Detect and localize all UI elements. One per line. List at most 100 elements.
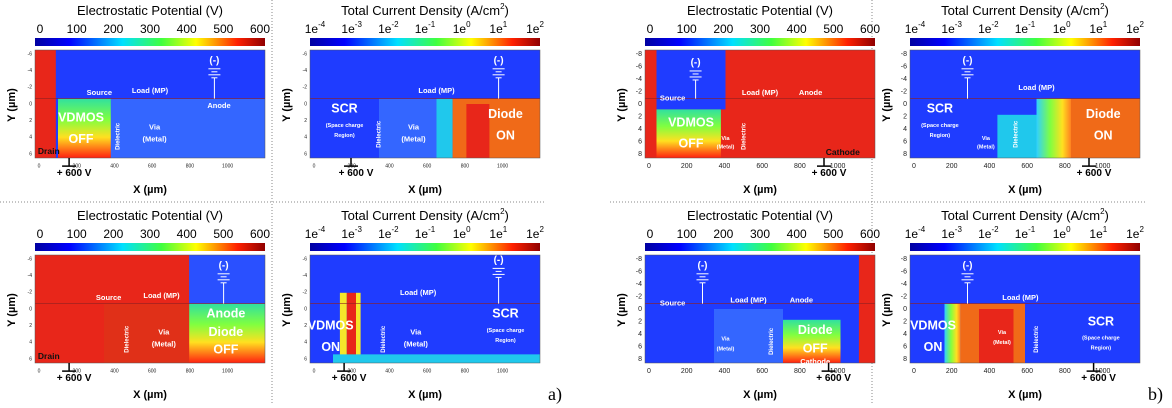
colorbar-label: 100 [677, 227, 697, 241]
annotation: OFF [803, 341, 828, 355]
colorbar-base: 1e [1089, 227, 1103, 241]
x-tick-label: 800 [461, 368, 470, 374]
y-tick-label: 4 [29, 340, 32, 346]
colorbar-label: 1e0 [1053, 225, 1071, 241]
annotation: Source [87, 88, 112, 97]
field-region [656, 50, 726, 110]
x-tick-label: 1000 [497, 368, 508, 374]
panel-title: Total Current Density (A/cm2) [941, 207, 1109, 223]
colorbar-label: 1e1 [489, 225, 507, 241]
colorbar-base: 1e [1126, 22, 1140, 36]
plot-frame [34, 49, 266, 159]
colorbar-base: 1e [378, 22, 392, 36]
field-region [35, 50, 56, 158]
annotation: ON [321, 340, 340, 354]
y-tick-label: 8 [638, 151, 642, 158]
panel-title: Electrostatic Potential (V) [77, 3, 223, 18]
annotation: VDMOS [58, 110, 104, 124]
y-axis-label: Y (µm) [281, 88, 293, 122]
y-tick-label: -8 [636, 256, 642, 263]
panel: Total Current Density (A/cm2)1e-4 1e-3 1e-… [281, 2, 545, 196]
annotation: Region) [334, 133, 355, 139]
colorbar-sup: -2 [391, 225, 399, 234]
field-region [189, 303, 265, 363]
field-region [714, 309, 783, 363]
colorbar-label: 1e-1 [1015, 20, 1036, 36]
annotation: + 600 V [332, 373, 367, 384]
colorbar-base: 1e [1015, 22, 1029, 36]
title-text: Total Current Density (A/cm [941, 3, 1100, 18]
title-text: Electrostatic Potential (V) [687, 208, 833, 223]
y-axis-label: Y (µm) [881, 293, 893, 327]
field-region [58, 98, 111, 158]
y-tick-label: -8 [636, 51, 642, 58]
x-tick-label: 800 [186, 163, 195, 169]
x-tick-label: 0 [38, 368, 41, 374]
annotation: + 600 V [1077, 168, 1112, 179]
plot-frame [34, 254, 266, 364]
colorbar-label: 1e-3 [941, 225, 962, 241]
annotation: Load (MP) [1018, 83, 1055, 92]
y-tick-label: 6 [638, 138, 642, 145]
panel-title: Total Current Density (A/cm2) [941, 2, 1109, 18]
colorbar-base: 1e [905, 227, 919, 241]
title-text: ) [505, 208, 509, 223]
y-tick-label: 4 [638, 331, 642, 338]
annotation: Diode [798, 323, 833, 337]
colorbar-label: 400 [787, 227, 807, 241]
annotation: (-) [494, 255, 504, 266]
colorbar-sup: -3 [955, 225, 963, 234]
title-text: Total Current Density (A/cm [941, 208, 1100, 223]
annotation: (Space charge [921, 123, 959, 129]
y-tick-label: 8 [903, 356, 907, 363]
annotation: + 600 V [816, 373, 851, 384]
colorbar-sup: -3 [355, 20, 363, 29]
colorbar-label: 1e-4 [305, 20, 326, 36]
x-tick-label: 600 [1021, 368, 1033, 375]
figure-label: a) [548, 384, 562, 405]
y-tick-label: -6 [901, 63, 907, 70]
x-tick-label: 200 [946, 163, 958, 170]
colorbar-label: 500 [213, 227, 233, 241]
field-region [1071, 98, 1140, 158]
colorbar-label: 1e-4 [305, 225, 326, 241]
plot-frame [309, 49, 541, 159]
x-tick-label: 800 [794, 368, 806, 375]
x-tick-label: 400 [984, 163, 996, 170]
colorbar-label: 1e-3 [341, 20, 362, 36]
y-tick-label: 0 [903, 306, 907, 313]
y-tick-label: -2 [901, 88, 907, 95]
y-axis-label: Y (µm) [281, 293, 293, 327]
plot-frame [644, 49, 876, 159]
annotation: + 600 V [1081, 373, 1116, 384]
colorbar-sup: -2 [991, 225, 999, 234]
field-region [379, 98, 437, 158]
annotation: (Metal) [993, 340, 1011, 346]
colorbar-label: 1e-2 [378, 225, 399, 241]
y-tick-label: -6 [28, 256, 33, 262]
colorbar-sup: -1 [1028, 225, 1036, 234]
colorbar-label: 600 [250, 22, 270, 36]
annotation: Via [982, 136, 991, 142]
colorbar-label: 1e2 [526, 225, 544, 241]
x-tick-label: 800 [1059, 163, 1071, 170]
x-tick-label: 0 [912, 163, 916, 170]
colorbar-sup: -4 [318, 20, 326, 29]
y-tick-label: 0 [304, 101, 307, 107]
x-tick-label: 1000 [497, 163, 508, 169]
x-tick-label: 600 [423, 368, 432, 374]
colorbar-sup: 0 [1066, 225, 1071, 234]
panel: Electrostatic Potential (V)0 100 200 300 400… [6, 208, 270, 400]
colorbar-label: 100 [67, 22, 87, 36]
colorbar-sup: -2 [991, 20, 999, 29]
x-tick-label: 1000 [1095, 368, 1111, 375]
colorbar-label: 200 [713, 22, 733, 36]
annotation: Via [410, 328, 422, 337]
y-tick-label: 4 [903, 331, 907, 338]
x-axis-label: X (µm) [743, 184, 777, 196]
colorbar [645, 38, 875, 46]
colorbar [310, 38, 540, 46]
colorbar-base: 1e [905, 22, 919, 36]
colorbar [645, 243, 875, 251]
